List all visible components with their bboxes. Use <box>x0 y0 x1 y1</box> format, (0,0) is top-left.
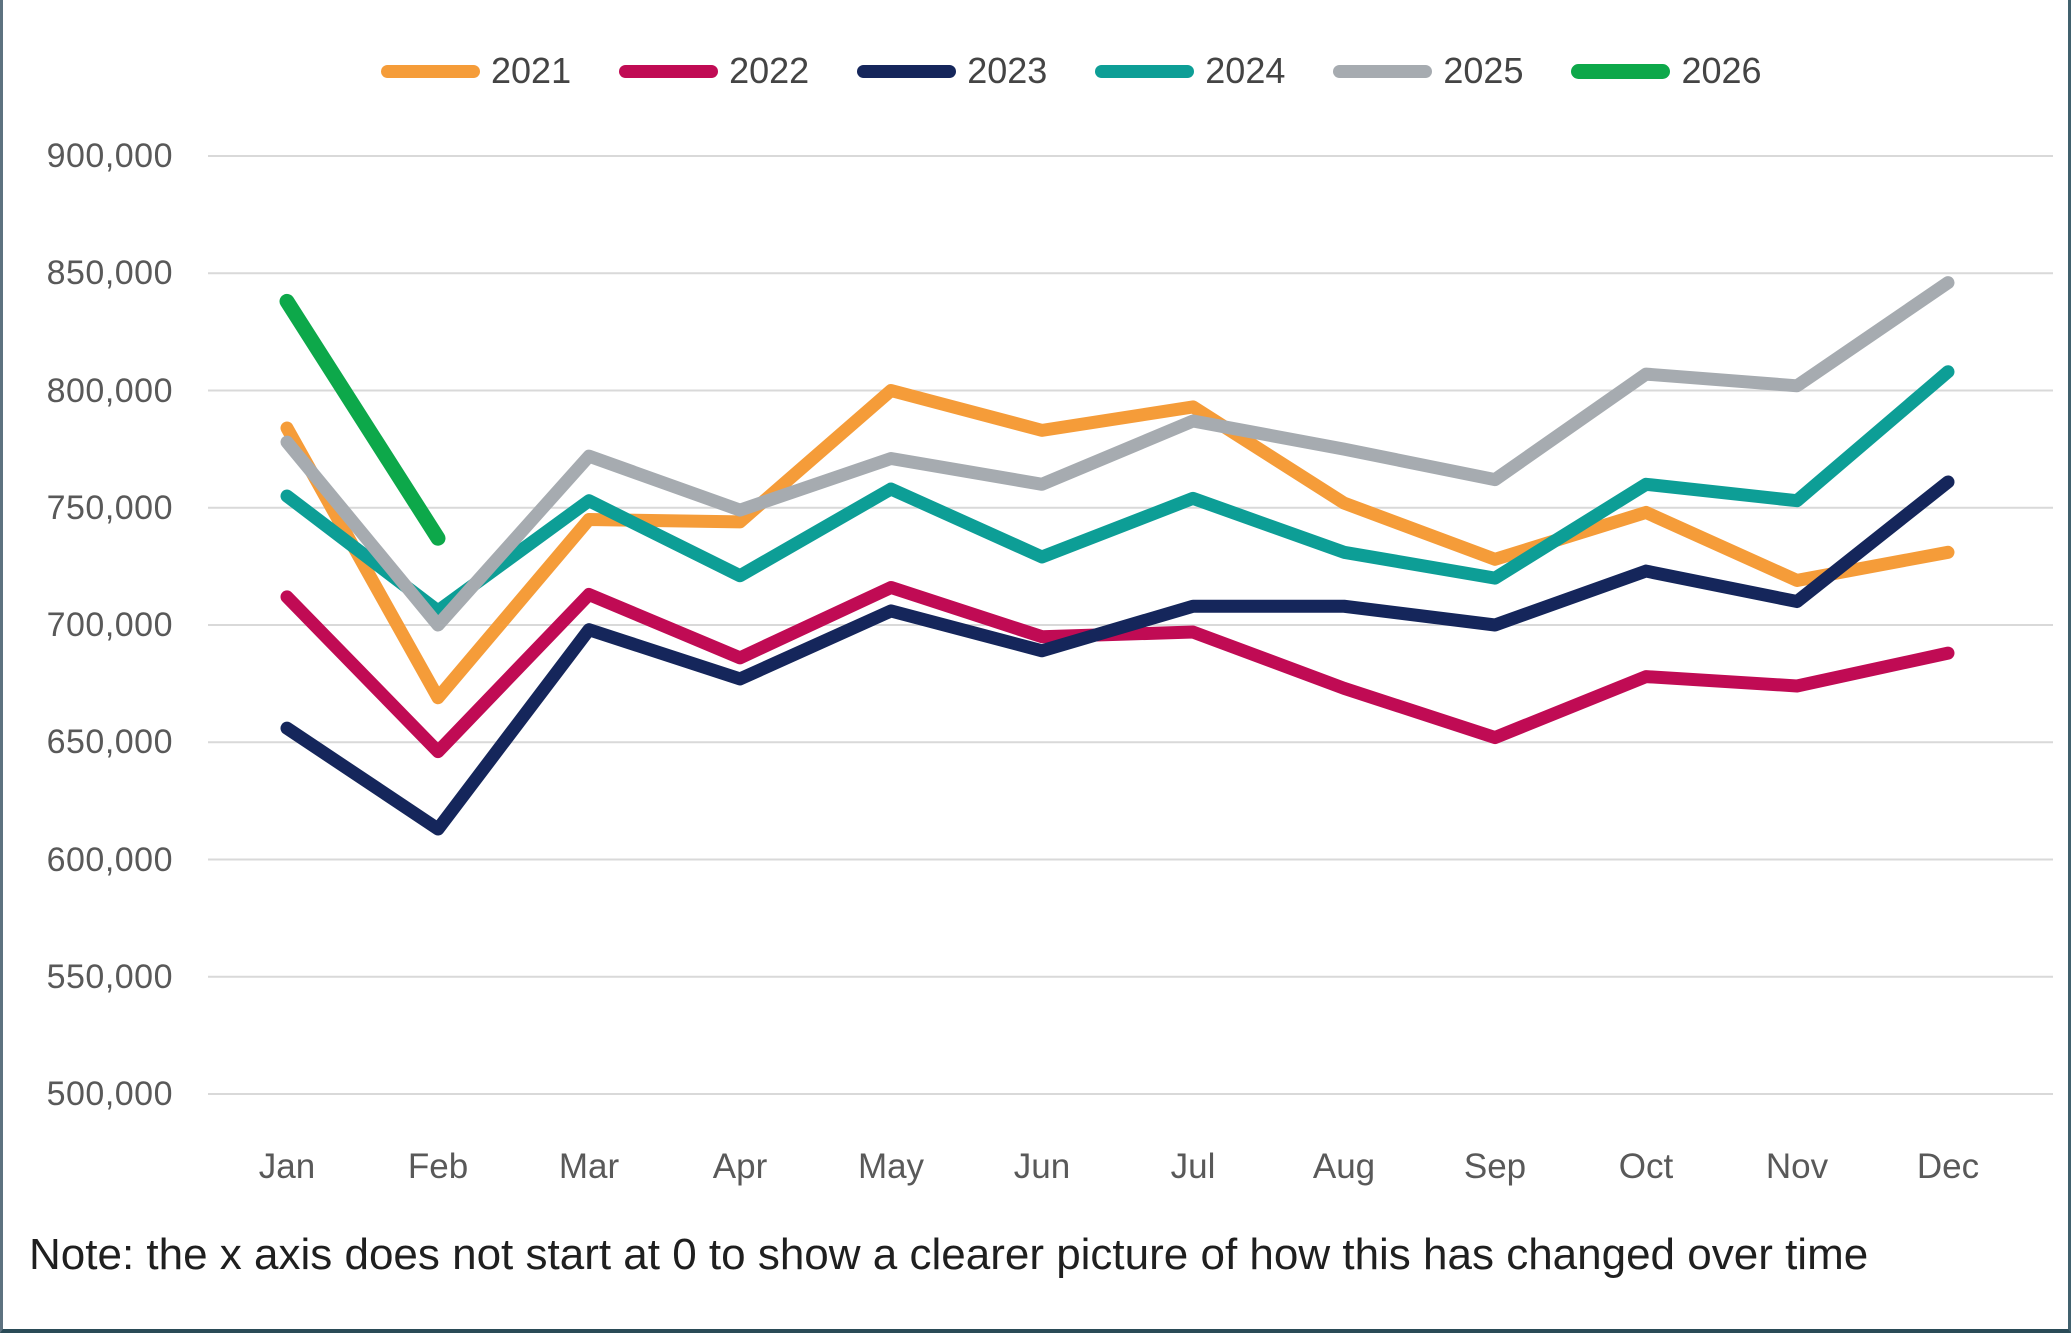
legend-label: 2025 <box>1443 50 1524 91</box>
series-line-2023 <box>280 475 1955 836</box>
chart-note: Note: the x axis does not start at 0 to … <box>29 1230 1869 1279</box>
x-axis-month-label: Oct <box>1618 1147 1674 1186</box>
y-axis-tick-label: 600,000 <box>46 840 173 879</box>
series-line-2021 <box>280 384 1955 705</box>
x-axis-month-label: Jan <box>258 1147 316 1186</box>
legend-swatch-2023 <box>857 64 957 78</box>
x-axis-month-label: May <box>857 1147 925 1186</box>
series-line-2022 <box>280 580 1955 759</box>
x-axis-month-label: Aug <box>1312 1147 1376 1186</box>
y-axis-tick-label: 550,000 <box>46 957 173 996</box>
x-axis-month-label: Apr <box>712 1147 768 1186</box>
x-axis-month-label: Dec <box>1916 1147 1980 1186</box>
legend-swatch-2021 <box>381 64 480 78</box>
legend-label: 2021 <box>491 50 572 91</box>
legend-item-2026: 2026 <box>1571 50 1762 92</box>
y-axis-tick-label: 500,000 <box>46 1075 173 1113</box>
legend-item-2024: 2024 <box>1095 50 1285 92</box>
legend-label: 2022 <box>729 50 810 91</box>
y-axis-tick-label: 850,000 <box>46 254 173 293</box>
legend-label: 2026 <box>1681 50 1762 91</box>
legend-swatch-2026 <box>1571 63 1671 79</box>
plot-area <box>208 155 2053 1095</box>
y-axis-tick-label: 650,000 <box>46 723 173 762</box>
x-axis-month-label: Jun <box>1013 1147 1071 1186</box>
x-axis-month-label: Nov <box>1765 1147 1829 1186</box>
legend-label: 2024 <box>1205 50 1286 91</box>
legend-item-2025: 2025 <box>1333 50 1523 92</box>
legend-item-2021: 2021 <box>381 50 571 92</box>
series-line-2024 <box>280 365 1955 618</box>
x-axis-month-label: Sep <box>1463 1147 1527 1186</box>
y-axis-tick-label: 800,000 <box>46 371 173 410</box>
y-axis-tick-label: 700,000 <box>46 606 173 644</box>
y-axis-tick-label: 750,000 <box>46 488 173 527</box>
series-line-2025 <box>280 276 1955 632</box>
y-axis-tick-label: 900,000 <box>46 137 173 175</box>
legend-item-2022: 2022 <box>619 50 809 92</box>
x-axis-month-label: Mar <box>558 1147 620 1186</box>
legend-swatch-2022 <box>619 64 719 78</box>
x-axis-month-label: Jul <box>1170 1147 1216 1186</box>
legend-item-2023: 2023 <box>857 50 1047 92</box>
legend-swatch-2025 <box>1333 64 1433 78</box>
x-axis-month-label: Feb <box>407 1147 469 1186</box>
legend: 2021 2022 2023 2024 2025 2026 <box>381 50 1762 92</box>
series-line-2026 <box>279 293 446 546</box>
legend-swatch-2024 <box>1095 64 1195 78</box>
legend-label: 2023 <box>967 50 1048 91</box>
